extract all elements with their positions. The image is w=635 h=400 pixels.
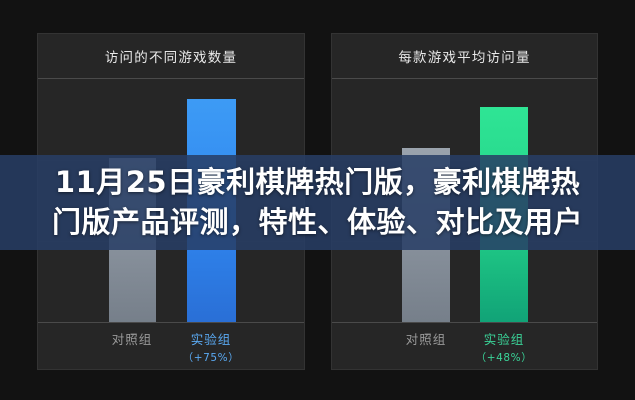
x-axis-right: 对照组 实验组 （+48%） (332, 323, 597, 370)
x-label-treatment-right: 实验组 （+48%） (475, 332, 533, 365)
x-axis-left: 对照组 实验组 （+75%） (38, 323, 304, 370)
overlay-title-line-1: 11月25日豪利棋牌热门版，豪利棋牌热 (54, 165, 581, 200)
overlay-title-line-2: 门版产品评测，特性、体验、对比及用户 (51, 204, 583, 239)
x-label-control-left: 对照组 (111, 332, 153, 347)
x-label-control-right: 对照组 (405, 332, 447, 347)
title-overlay-band: 11月25日豪利棋牌热门版，豪利棋牌热 门版产品评测，特性、体验、对比及用户 (0, 155, 635, 250)
axis-baseline-right (332, 322, 597, 323)
chart-title-right: 每款游戏平均访问量 (332, 34, 597, 79)
x-label-treatment-left: 实验组 （+75%） (182, 332, 240, 365)
axis-baseline-left (38, 322, 304, 323)
chart-title-left: 访问的不同游戏数量 (38, 34, 304, 79)
